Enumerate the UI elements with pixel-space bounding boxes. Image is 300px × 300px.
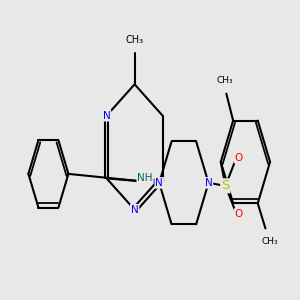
Text: N: N — [205, 178, 212, 188]
Text: N: N — [103, 111, 110, 121]
Text: N: N — [155, 178, 163, 188]
Text: O: O — [235, 153, 243, 163]
Text: CH₃: CH₃ — [217, 76, 233, 85]
Text: O: O — [235, 209, 243, 219]
Text: S: S — [221, 179, 230, 192]
Text: NH: NH — [137, 173, 153, 183]
Text: N: N — [131, 205, 139, 215]
Text: CH₃: CH₃ — [125, 35, 144, 45]
Text: CH₃: CH₃ — [262, 237, 278, 246]
